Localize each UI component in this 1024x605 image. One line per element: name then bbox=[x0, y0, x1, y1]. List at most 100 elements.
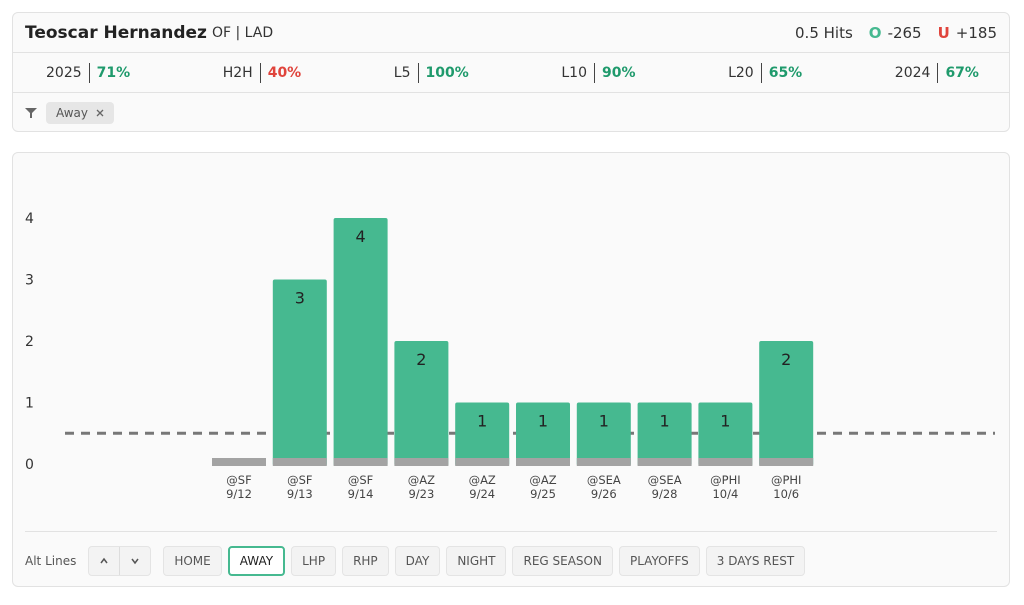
stat-separator bbox=[760, 62, 762, 83]
value-label: 1 bbox=[477, 412, 487, 431]
bar-base bbox=[576, 458, 631, 466]
stat-label: L20 bbox=[728, 64, 754, 81]
bar bbox=[272, 279, 327, 466]
stat-separator bbox=[417, 62, 419, 83]
stat-separator bbox=[259, 62, 261, 83]
value-label: 2 bbox=[416, 350, 426, 369]
filter-button[interactable]: PLAYOFFS bbox=[618, 546, 700, 576]
y-tick-label: 2 bbox=[25, 334, 34, 350]
over-odds: -265 bbox=[887, 23, 922, 42]
controls: Alt Lines HOME AWAY LHP RHP DAY NIGHT REG SEAS… bbox=[25, 544, 806, 578]
stats-row: 2025 71% H2H 40% L5 100% L10 90% L20 65% 2024 67% bbox=[13, 53, 1009, 93]
divider bbox=[25, 531, 997, 532]
stat: L20 65% bbox=[728, 62, 803, 83]
stat-label: L10 bbox=[561, 64, 587, 81]
x-tick-label: @SF bbox=[287, 473, 312, 487]
filter-button[interactable]: DAY bbox=[394, 546, 441, 576]
stat-label: H2H bbox=[222, 64, 253, 81]
value-label: 1 bbox=[720, 412, 730, 431]
y-tick-label: 3 bbox=[25, 273, 34, 289]
filter-icon bbox=[25, 108, 37, 118]
alt-down[interactable] bbox=[120, 547, 150, 575]
x-tick-date: 9/24 bbox=[469, 487, 495, 501]
bar bbox=[637, 402, 692, 466]
x-tick-date: 9/23 bbox=[408, 487, 434, 501]
stat-label: L5 bbox=[393, 64, 411, 81]
bar-base bbox=[394, 458, 449, 466]
alt-up[interactable] bbox=[89, 547, 119, 575]
stat-label: 2024 bbox=[894, 64, 931, 81]
bar-base bbox=[455, 458, 510, 466]
bar-base bbox=[759, 458, 814, 466]
market: 0.5 Hits bbox=[795, 23, 853, 42]
y-tick-label: 1 bbox=[25, 396, 34, 412]
y-tick-label: 4 bbox=[25, 211, 34, 227]
bar bbox=[394, 341, 449, 466]
y-tick-label: 0 bbox=[25, 457, 34, 473]
bar bbox=[576, 402, 631, 466]
value-label: 1 bbox=[599, 412, 609, 431]
stat-separator bbox=[593, 62, 595, 83]
stat: L10 90% bbox=[561, 62, 636, 83]
filter-row: Away bbox=[13, 93, 1009, 133]
x-tick-label: @AZ bbox=[408, 473, 435, 487]
stat: 2025 71% bbox=[46, 62, 131, 83]
x-tick-date: 9/12 bbox=[226, 487, 252, 501]
x-tick-date: 9/25 bbox=[530, 487, 556, 501]
value-label: 4 bbox=[356, 227, 366, 246]
bar bbox=[516, 402, 570, 466]
bar-base bbox=[212, 458, 266, 466]
player-position: OF | LAD bbox=[211, 24, 274, 41]
stat-label: 2025 bbox=[46, 64, 82, 81]
under-label: U bbox=[937, 23, 950, 42]
stat-value: 65% bbox=[768, 64, 803, 81]
odds: 0.5 Hits O -265 U +185 bbox=[795, 24, 997, 42]
x-tick-date: 9/26 bbox=[591, 487, 617, 501]
stat-value: 100% bbox=[425, 64, 469, 81]
x-tick-label: @PHI bbox=[710, 473, 740, 487]
x-tick-date: 9/28 bbox=[652, 487, 678, 501]
bar-base bbox=[272, 458, 327, 466]
chart: 01234@SF9/123@SF9/134@SF9/142@AZ9/231@AZ… bbox=[25, 211, 995, 501]
bar bbox=[333, 218, 388, 466]
stat-value: 90% bbox=[601, 64, 636, 81]
stat: L5 100% bbox=[393, 62, 469, 83]
chart-card: 0 1 2 3 4 @SF 9/12 3 @SF 9/13 4 @SF 9/14 2 @AZ 9/23 1 @AZ… bbox=[12, 152, 1010, 587]
player-name: Teoscar Hernandez bbox=[25, 22, 207, 43]
bar-base bbox=[516, 458, 570, 466]
x-tick-date: 9/13 bbox=[287, 487, 313, 501]
x-tick-label: @SEA bbox=[648, 473, 682, 487]
filter-button[interactable]: RHP bbox=[342, 546, 389, 576]
x-tick-date: 9/14 bbox=[348, 487, 374, 501]
remove-icon[interactable] bbox=[96, 109, 104, 117]
filter-button[interactable]: 3 DAYS REST bbox=[705, 546, 806, 576]
x-tick-label: @AZ bbox=[469, 473, 496, 487]
stat-value: 71% bbox=[96, 64, 131, 81]
bar-base bbox=[333, 458, 388, 466]
x-tick-date: 10/4 bbox=[712, 487, 738, 501]
filter-chip[interactable]: Away bbox=[46, 102, 114, 124]
filter-chip-label: Away bbox=[56, 106, 88, 120]
x-tick-date: 10/6 bbox=[773, 487, 799, 501]
x-tick-label: @PHI bbox=[771, 473, 801, 487]
filter-button[interactable]: HOME bbox=[163, 546, 222, 576]
filter-button[interactable]: REG SEASON bbox=[512, 546, 613, 576]
stat-separator bbox=[88, 62, 90, 83]
header: Teoscar Hernandez OF | LAD 0.5 Hits O -2… bbox=[13, 13, 1009, 53]
player-card: Teoscar Hernandez OF | LAD 0.5 Hits O -2… bbox=[12, 12, 1010, 132]
filter-button[interactable]: NIGHT bbox=[446, 546, 507, 576]
stat-value: 67% bbox=[945, 64, 979, 81]
x-tick-label: @AZ bbox=[529, 473, 556, 487]
filter-button[interactable]: LHP bbox=[291, 546, 337, 576]
x-tick-label: @SEA bbox=[587, 473, 621, 487]
bar bbox=[759, 341, 814, 466]
filter-button[interactable]: AWAY bbox=[227, 546, 286, 576]
bar bbox=[455, 402, 510, 466]
alt-lines-stepper bbox=[88, 546, 152, 576]
stat-separator bbox=[937, 62, 939, 83]
stat: 2024 67% bbox=[894, 62, 979, 83]
over-label: O bbox=[868, 23, 882, 42]
value-label: 2 bbox=[781, 350, 791, 369]
value-label: 1 bbox=[660, 412, 670, 431]
